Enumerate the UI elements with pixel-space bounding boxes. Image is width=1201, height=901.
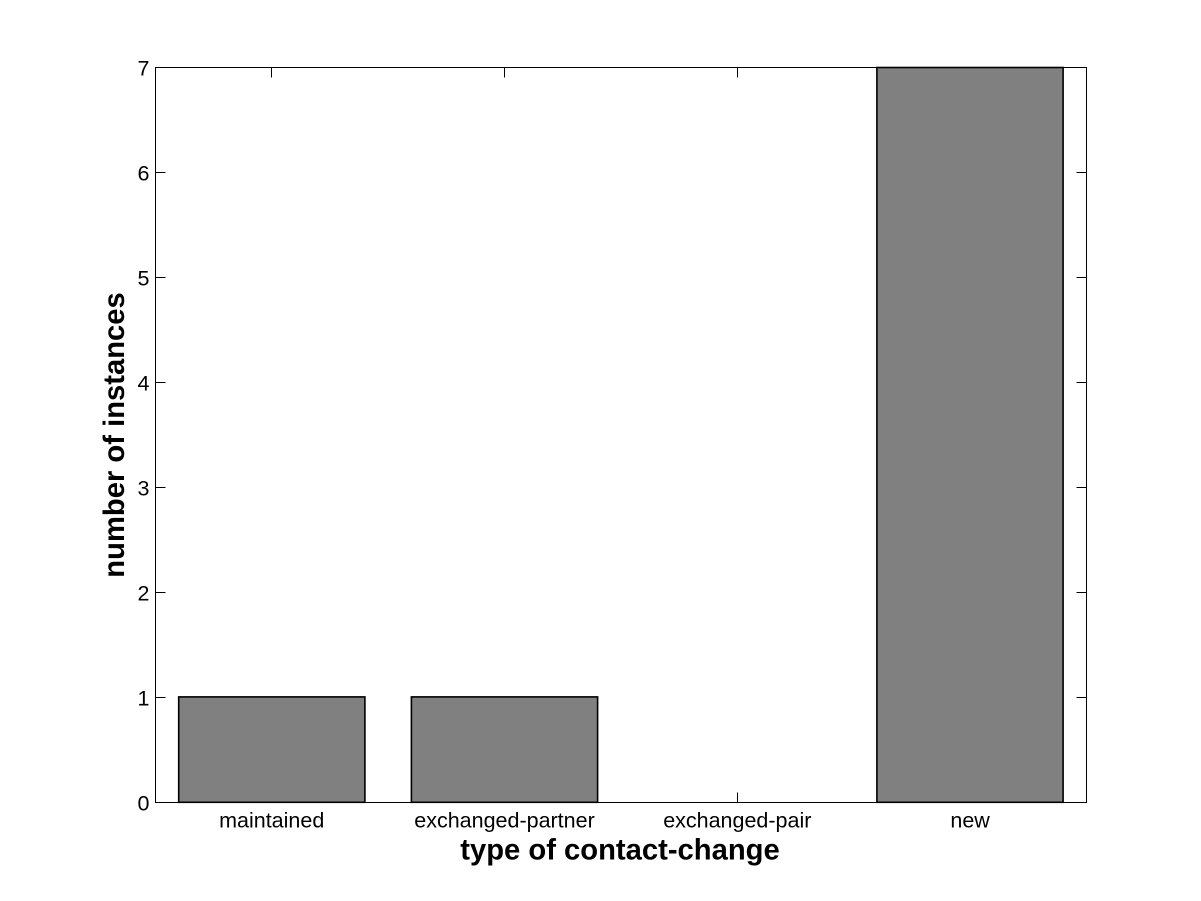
svg-text:6: 6 [138, 161, 150, 185]
svg-text:type of contact-change: type of contact-change [460, 835, 779, 867]
svg-text:7: 7 [138, 57, 150, 81]
svg-text:4: 4 [138, 371, 150, 395]
svg-text:1: 1 [138, 686, 150, 710]
svg-text:new: new [950, 809, 990, 833]
svg-text:5: 5 [138, 266, 150, 290]
svg-text:maintained: maintained [219, 809, 324, 833]
svg-text:exchanged-partner: exchanged-partner [414, 809, 594, 833]
svg-text:2: 2 [138, 581, 150, 605]
svg-text:0: 0 [138, 791, 150, 815]
svg-text:3: 3 [138, 476, 150, 500]
svg-text:exchanged-pair: exchanged-pair [663, 809, 811, 833]
svg-text:number of instances: number of instances [99, 292, 131, 577]
